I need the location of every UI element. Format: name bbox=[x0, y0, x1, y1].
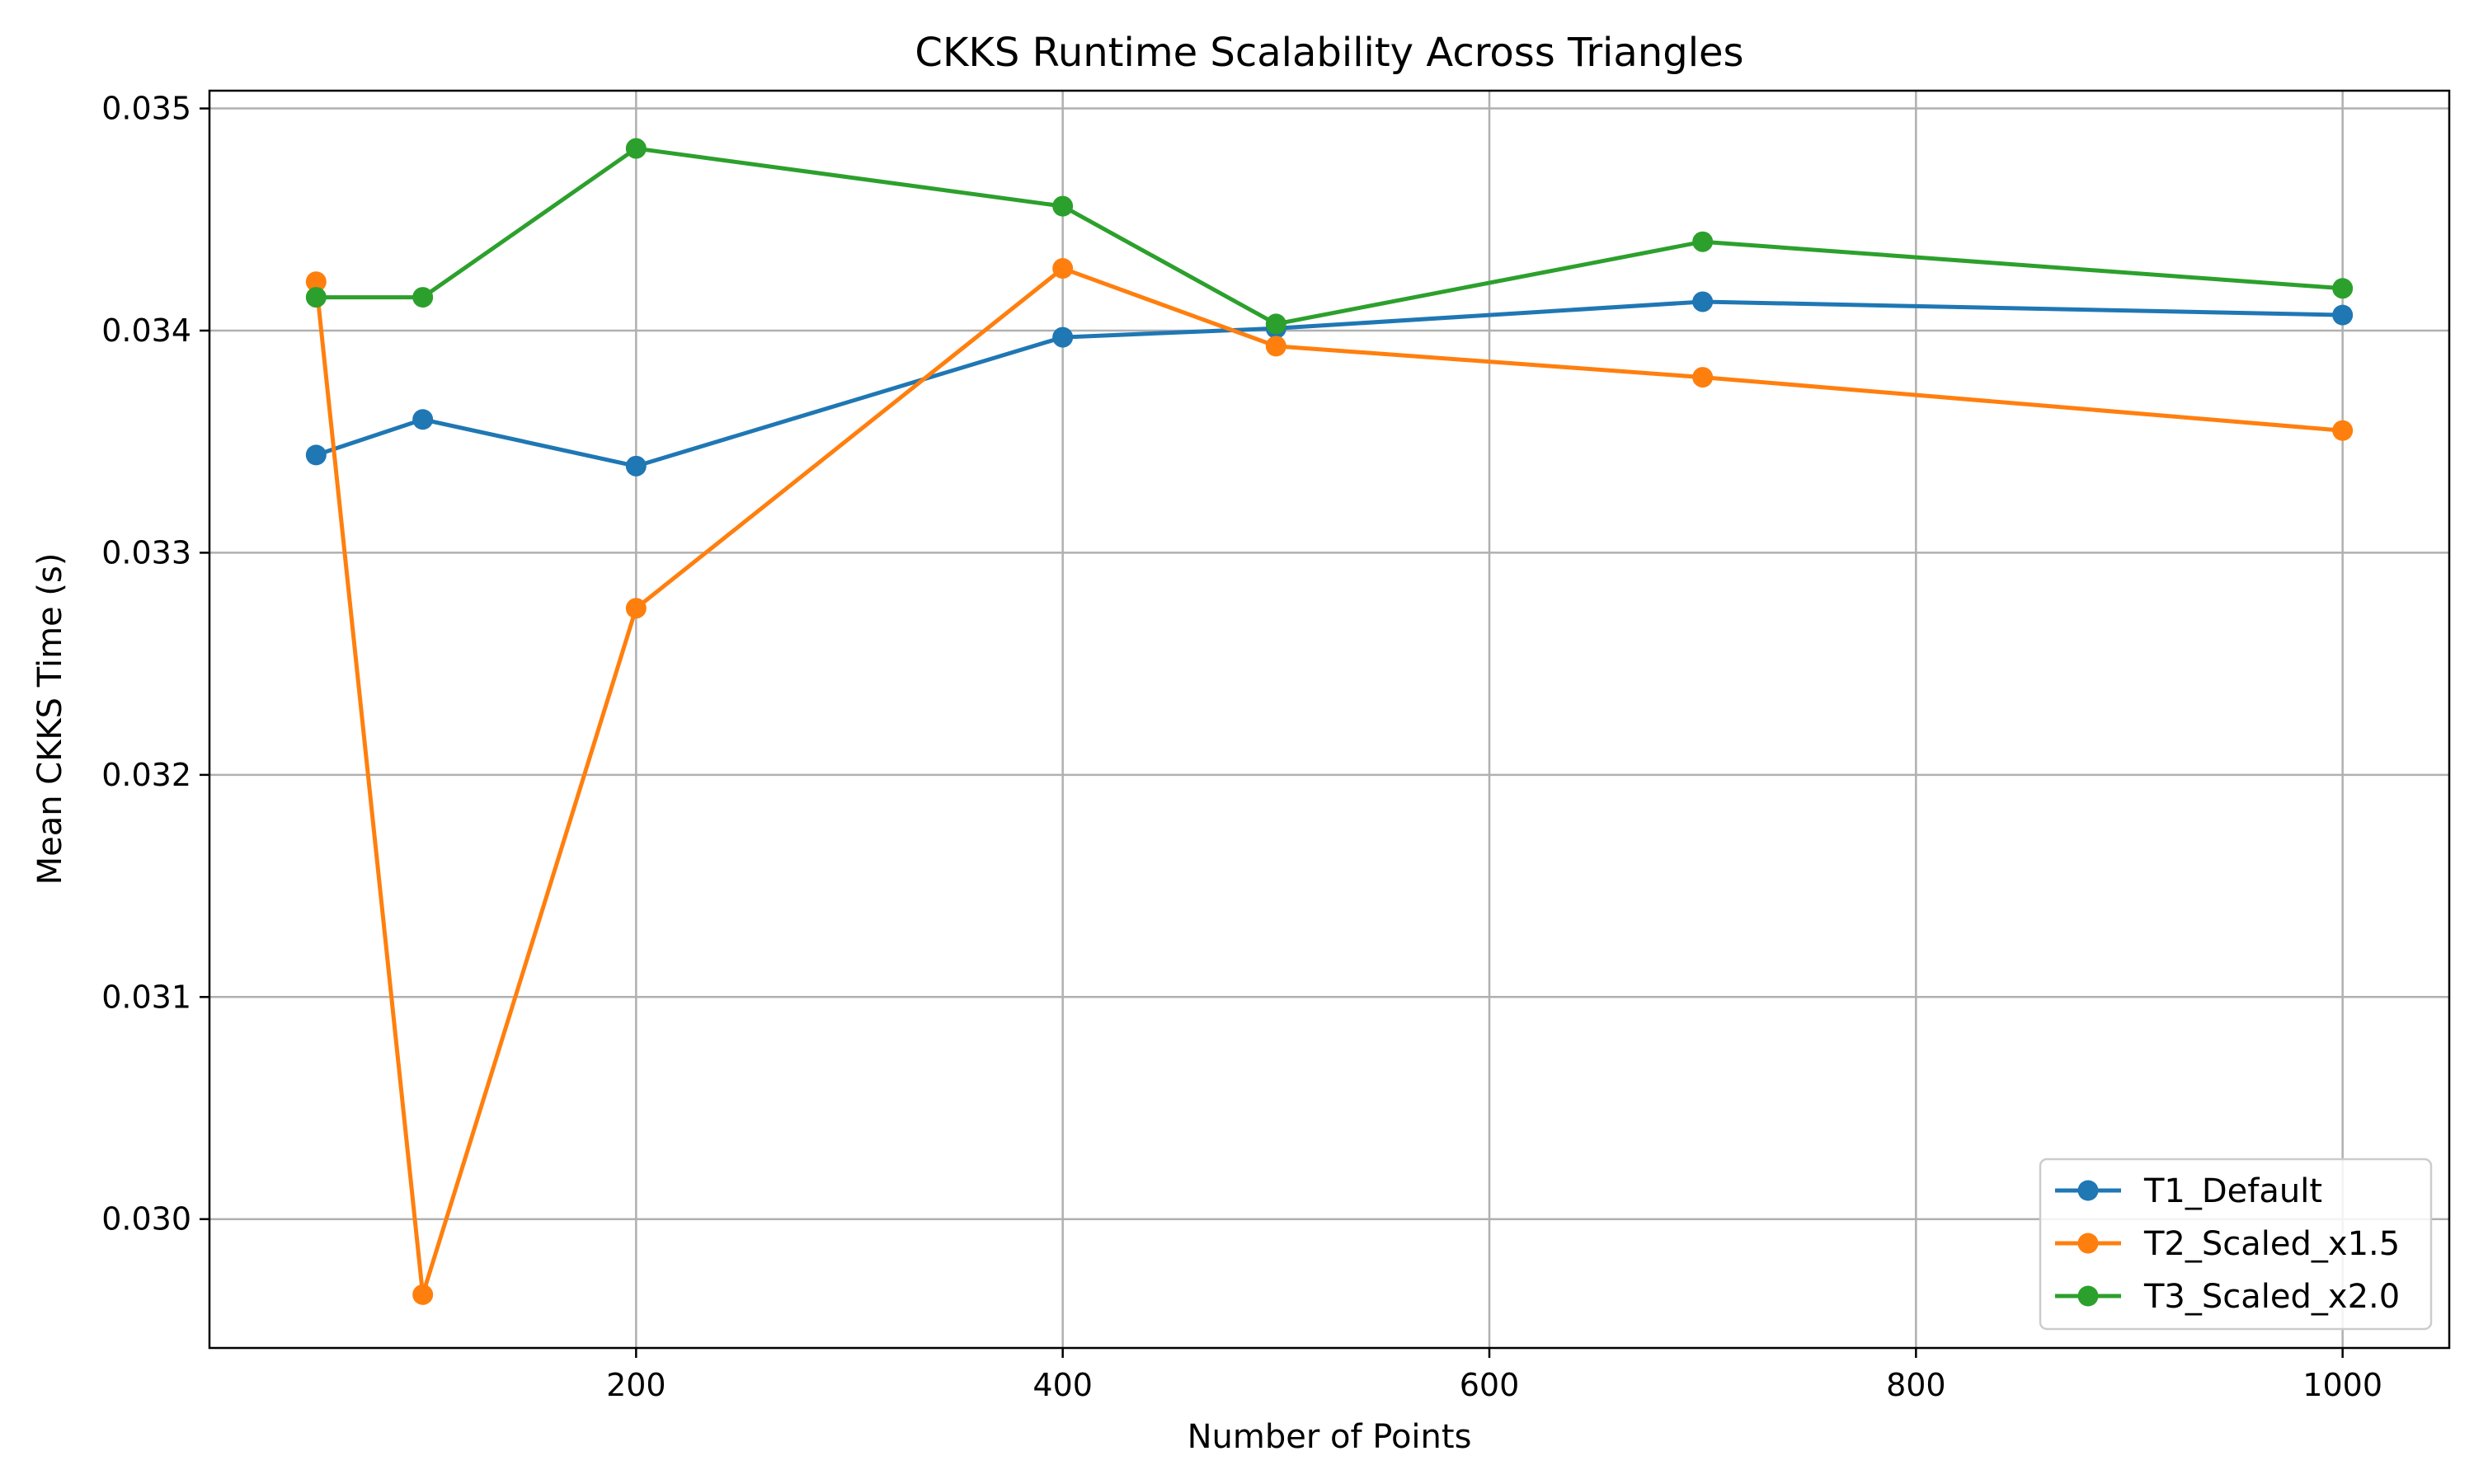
y-tick-label: 0.032 bbox=[101, 757, 191, 793]
axis-ticks: 200 400 600 800 1000 0.030 0.031 0.032 0.033 0.03… bbox=[101, 91, 2382, 1403]
data-point bbox=[305, 271, 327, 293]
data-point bbox=[1692, 231, 1714, 252]
legend-item: T2_Scaled_x1.5 bbox=[2055, 1225, 2400, 1263]
data-point bbox=[2332, 420, 2354, 441]
data-point bbox=[1052, 258, 1074, 279]
data-point bbox=[2332, 278, 2354, 299]
x-tick-label: 1000 bbox=[2302, 1367, 2382, 1403]
legend: T1_Default T2_Scaled_x1.5 T3_Scaled_x2.0 bbox=[2039, 1158, 2433, 1331]
y-tick-label: 0.033 bbox=[101, 534, 191, 571]
data-point bbox=[2332, 304, 2354, 326]
x-axis-label: Number of Points bbox=[1188, 1418, 1472, 1456]
data-point bbox=[625, 138, 647, 159]
legend-marker bbox=[2077, 1285, 2099, 1307]
y-tick-label: 0.035 bbox=[101, 91, 191, 127]
legend-label: T1_Default bbox=[2143, 1172, 2322, 1210]
data-point bbox=[1265, 313, 1286, 335]
data-point bbox=[1265, 336, 1286, 357]
series-layer bbox=[305, 138, 2354, 1305]
data-point bbox=[412, 287, 434, 308]
legend-marker bbox=[2077, 1233, 2099, 1254]
series-T2_Scaled_x1.5 bbox=[305, 258, 2354, 1305]
x-tick-label: 200 bbox=[606, 1367, 666, 1403]
data-point bbox=[625, 455, 647, 477]
data-point bbox=[412, 409, 434, 430]
y-axis-label: Mean CKKS Time (s) bbox=[31, 553, 69, 885]
data-point bbox=[412, 1284, 434, 1305]
data-point bbox=[1052, 195, 1074, 217]
y-tick-label: 0.034 bbox=[101, 312, 191, 349]
legend-item: T3_Scaled_x2.0 bbox=[2055, 1278, 2400, 1316]
data-point bbox=[305, 287, 327, 308]
y-tick-label: 0.030 bbox=[101, 1201, 191, 1237]
legend-item: T1_Default bbox=[2055, 1172, 2322, 1210]
x-tick-label: 600 bbox=[1460, 1367, 1520, 1403]
legend-marker bbox=[2077, 1180, 2099, 1201]
x-tick-label: 400 bbox=[1032, 1367, 1093, 1403]
data-point bbox=[1692, 367, 1714, 388]
series-T3_Scaled_x2.0 bbox=[305, 138, 2354, 335]
y-tick-label: 0.031 bbox=[101, 979, 191, 1015]
legend-label: T2_Scaled_x1.5 bbox=[2143, 1225, 2400, 1263]
chart-title: CKKS Runtime Scalability Across Triangle… bbox=[915, 30, 1743, 76]
x-tick-label: 800 bbox=[1886, 1367, 1946, 1403]
data-point bbox=[625, 598, 647, 619]
data-point bbox=[305, 444, 327, 466]
legend-label: T3_Scaled_x2.0 bbox=[2143, 1278, 2400, 1316]
plot-area bbox=[208, 89, 2451, 1350]
legend-box bbox=[2039, 1158, 2433, 1331]
data-point bbox=[1052, 326, 1074, 348]
data-point bbox=[1692, 291, 1714, 312]
